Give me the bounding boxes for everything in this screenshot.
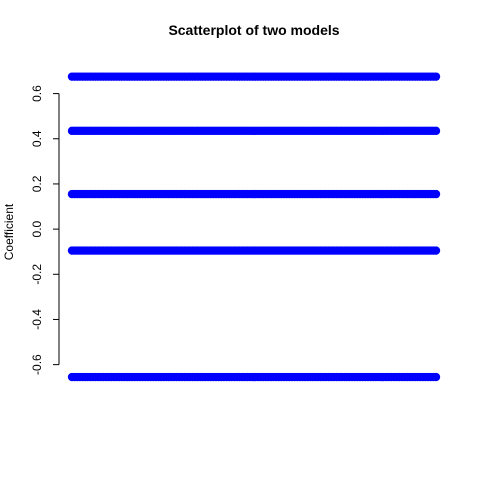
scatter-point	[431, 372, 441, 382]
scatter-point	[431, 72, 441, 81]
y-tick-label: 0.2	[30, 175, 44, 192]
y-tick-label: -0.2	[30, 264, 44, 285]
plot-points	[67, 72, 441, 382]
y-tick-label: 0.4	[30, 130, 44, 147]
scatter-point	[431, 246, 441, 255]
y-tick-label: -0.4	[30, 309, 44, 330]
y-tick-label: 0.6	[30, 85, 44, 102]
chart-title: Scatterplot of two models	[168, 22, 339, 38]
y-axis: -0.6 -0.4 -0.2 0.0 0.2 0.4 0.6	[30, 85, 60, 375]
y-axis-label: Coefficient	[2, 203, 16, 260]
y-tick-label: 0.0	[30, 220, 44, 237]
scatter-point	[431, 126, 441, 136]
y-tick-label: -0.6	[30, 354, 44, 375]
scatter-point	[431, 189, 441, 199]
